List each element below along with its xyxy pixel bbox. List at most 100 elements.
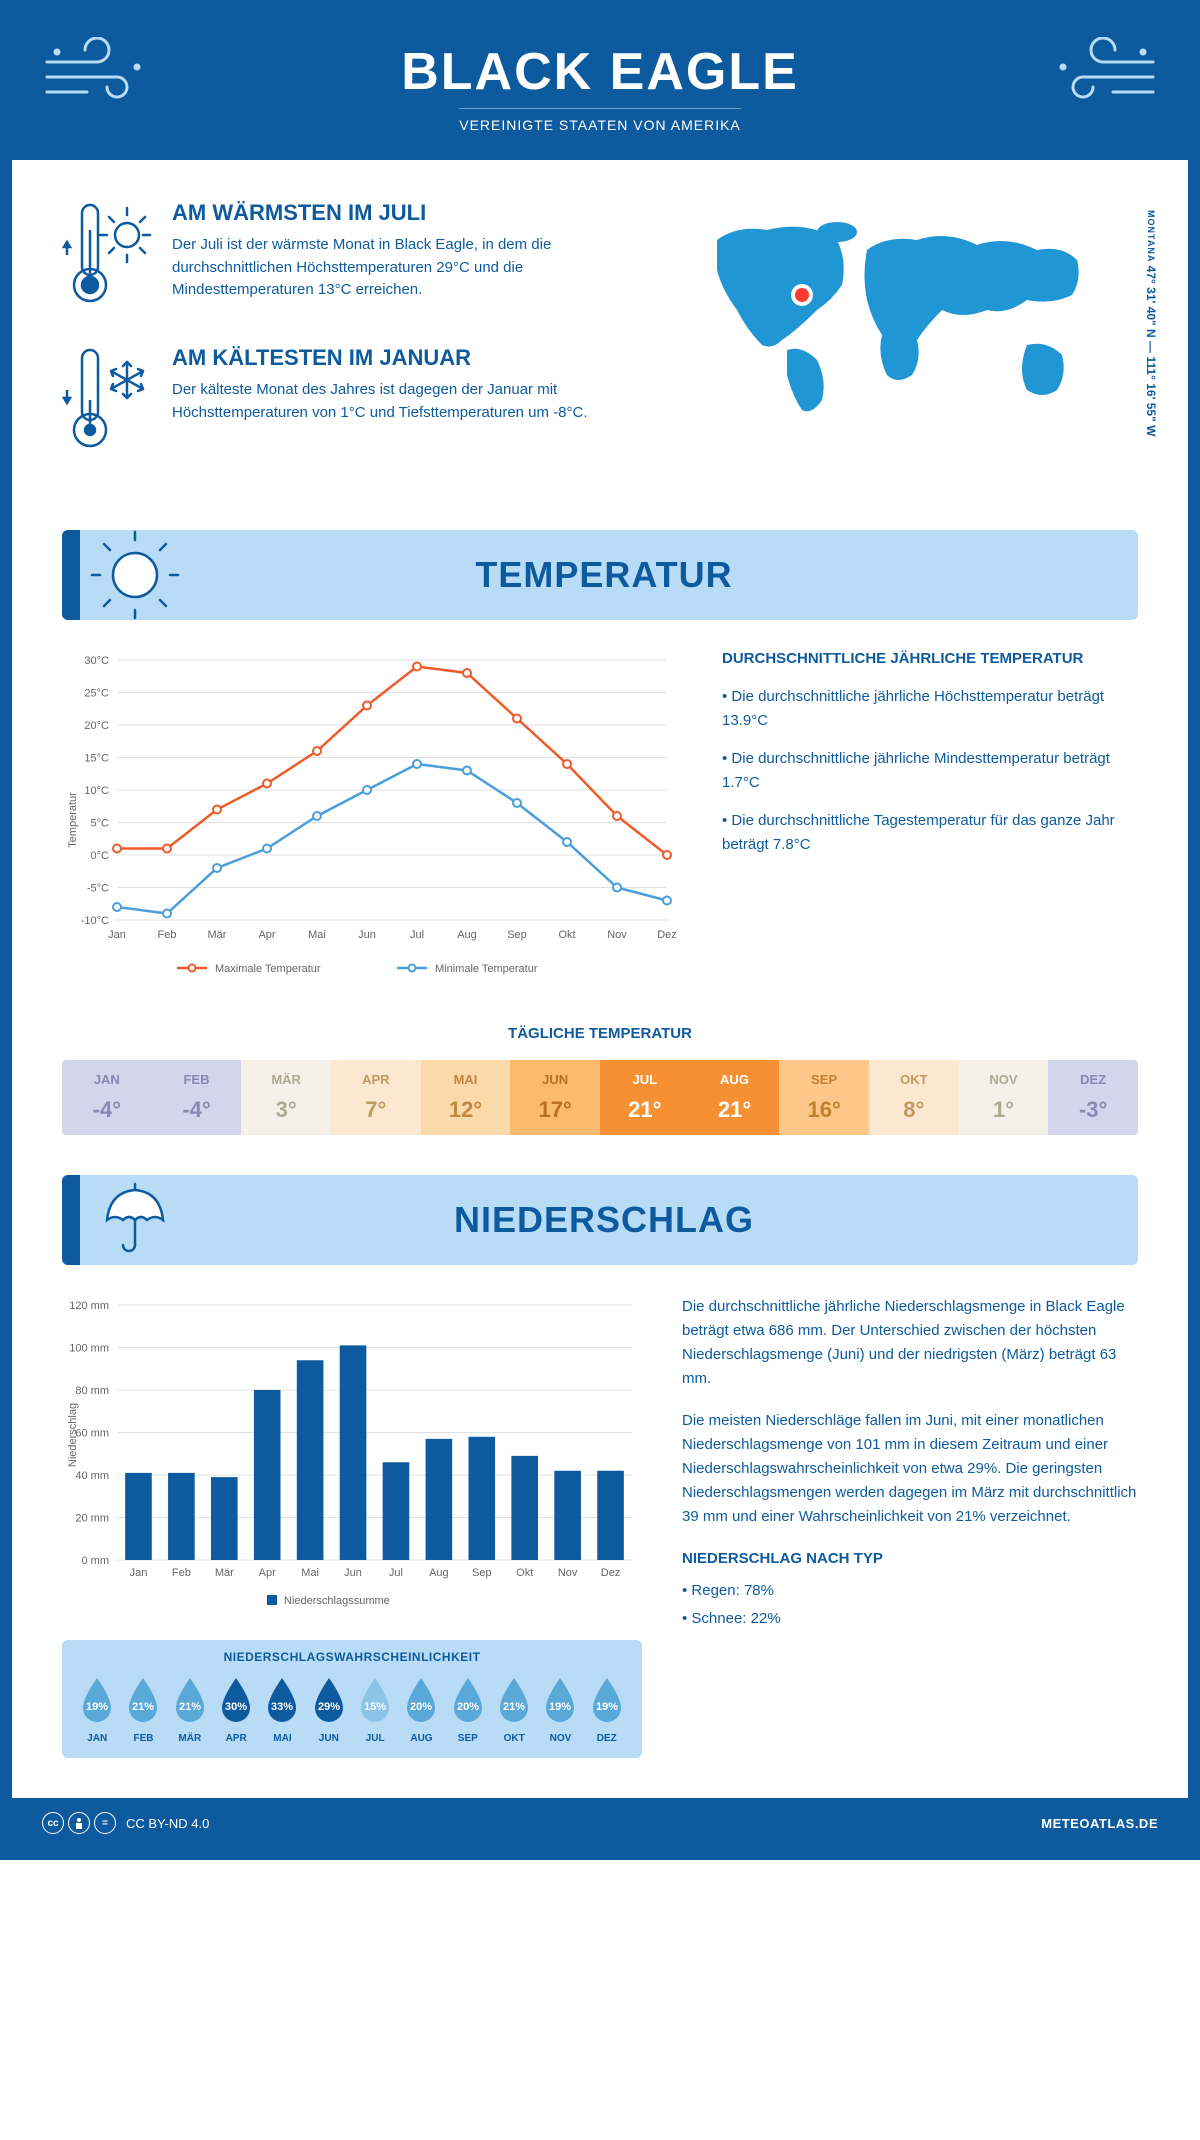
probability-drops: 19%JAN21%FEB21%MÄR30%APR33%MAI29%JUN15%J… <box>76 1674 628 1744</box>
temp-cell: JAN-4° <box>62 1060 152 1135</box>
svg-text:Jan: Jan <box>130 1567 148 1579</box>
temperature-line-chart: -10°C-5°C0°C5°C10°C15°C20°C25°C30°CTempe… <box>62 650 682 990</box>
svg-text:15°C: 15°C <box>84 753 109 765</box>
probability-drop: 21%OKT <box>493 1674 535 1744</box>
svg-text:10°C: 10°C <box>84 785 109 797</box>
precip-type-line: • Schnee: 22% <box>682 1607 1138 1631</box>
svg-text:Mai: Mai <box>301 1567 319 1579</box>
temp-info-line: • Die durchschnittliche jährliche Mindes… <box>722 747 1138 795</box>
license-text: CC BY-ND 4.0 <box>126 1816 209 1831</box>
sun-icon <box>80 530 190 620</box>
precipitation-body: 0 mm20 mm40 mm60 mm80 mm100 mm120 mmNied… <box>62 1295 1138 1758</box>
svg-text:-5°C: -5°C <box>87 883 109 895</box>
svg-text:Nov: Nov <box>607 929 627 941</box>
svg-text:40 mm: 40 mm <box>75 1470 109 1482</box>
temp-cell: OKT8° <box>869 1060 959 1135</box>
svg-text:Maximale Temperatur: Maximale Temperatur <box>215 963 321 975</box>
cc-icon: cc <box>42 1812 64 1834</box>
thermometer-hot-icon <box>62 200 152 315</box>
svg-text:100 mm: 100 mm <box>69 1343 109 1355</box>
probability-drop: 21%MÄR <box>169 1674 211 1744</box>
warmest-title: AM WÄRMSTEN IM JULI <box>172 200 627 226</box>
svg-text:Mär: Mär <box>208 929 227 941</box>
page-title: BLACK EAGLE <box>32 42 1168 102</box>
probability-drop: 21%FEB <box>122 1674 164 1744</box>
coords-value: 47° 31' 40" N — 111° 16' 55" W <box>1144 266 1158 437</box>
svg-text:Aug: Aug <box>457 929 477 941</box>
temp-cell: SEP16° <box>779 1060 869 1135</box>
intro-left: AM WÄRMSTEN IM JULI Der Juli ist der wär… <box>62 200 627 490</box>
page-frame: BLACK EAGLE VEREINIGTE STAATEN VON AMERI… <box>0 0 1200 1860</box>
warmest-block: AM WÄRMSTEN IM JULI Der Juli ist der wär… <box>62 200 627 315</box>
svg-text:19%: 19% <box>86 1701 108 1713</box>
content-area: AM WÄRMSTEN IM JULI Der Juli ist der wär… <box>12 160 1188 1798</box>
svg-text:80 mm: 80 mm <box>75 1385 109 1397</box>
svg-text:Mai: Mai <box>308 929 326 941</box>
svg-text:30%: 30% <box>225 1701 247 1713</box>
precipitation-bar-chart: 0 mm20 mm40 mm60 mm80 mm100 mm120 mmNied… <box>62 1295 642 1615</box>
svg-text:Feb: Feb <box>172 1567 191 1579</box>
daily-temp-grid: JAN-4°FEB-4°MÄR3°APR7°MAI12°JUN17°JUL21°… <box>62 1060 1138 1135</box>
probability-drop: 19%DEZ <box>586 1674 628 1744</box>
daily-temp-title: TÄGLICHE TEMPERATUR <box>62 1025 1138 1042</box>
svg-text:Jul: Jul <box>410 929 424 941</box>
cc-icons: cc = <box>42 1812 116 1834</box>
temperature-body: -10°C-5°C0°C5°C10°C15°C20°C25°C30°CTempe… <box>62 650 1138 995</box>
precipitation-title: NIEDERSCHLAG <box>190 1199 1138 1241</box>
svg-text:Sep: Sep <box>507 929 527 941</box>
temp-cell: MAI12° <box>421 1060 511 1135</box>
probability-drop: 20%SEP <box>447 1674 489 1744</box>
temp-cell: JUN17° <box>510 1060 600 1135</box>
svg-text:120 mm: 120 mm <box>69 1300 109 1312</box>
precip-text-2: Die meisten Niederschläge fallen im Juni… <box>682 1409 1138 1529</box>
temperature-section-header: TEMPERATUR <box>62 530 1138 620</box>
state-label: MONTANA <box>1146 210 1156 262</box>
probability-drop: 15%JUL <box>354 1674 396 1744</box>
coldest-text: Der kälteste Monat des Jahres ist dagege… <box>172 379 627 424</box>
svg-text:20°C: 20°C <box>84 720 109 732</box>
temp-info-title: DURCHSCHNITTLICHE JÄHRLICHE TEMPERATUR <box>722 650 1138 667</box>
svg-text:5°C: 5°C <box>91 818 110 830</box>
daily-temp-section: TÄGLICHE TEMPERATUR JAN-4°FEB-4°MÄR3°APR… <box>62 1025 1138 1135</box>
svg-text:Jun: Jun <box>358 929 376 941</box>
svg-text:15%: 15% <box>364 1701 386 1713</box>
svg-text:Nov: Nov <box>558 1567 578 1579</box>
svg-text:Aug: Aug <box>429 1567 449 1579</box>
precip-text-1: Die durchschnittliche jährliche Niedersc… <box>682 1295 1138 1391</box>
by-icon <box>68 1812 90 1834</box>
probability-drop: 30%APR <box>215 1674 257 1744</box>
site-name: METEOATLAS.DE <box>1041 1816 1158 1831</box>
svg-text:Apr: Apr <box>258 929 275 941</box>
svg-text:Niederschlagssumme: Niederschlagssumme <box>284 1595 390 1607</box>
probability-title: NIEDERSCHLAGSWAHRSCHEINLICHKEIT <box>76 1650 628 1664</box>
svg-text:Apr: Apr <box>259 1567 276 1579</box>
svg-text:Minimale Temperatur: Minimale Temperatur <box>435 963 538 975</box>
svg-text:Temperatur: Temperatur <box>67 792 79 848</box>
svg-text:19%: 19% <box>596 1701 618 1713</box>
probability-drop: 19%JAN <box>76 1674 118 1744</box>
umbrella-icon <box>80 1180 190 1260</box>
location-marker-icon <box>793 286 811 304</box>
svg-text:Niederschlag: Niederschlag <box>67 1403 79 1467</box>
temperature-info: DURCHSCHNITTLICHE JÄHRLICHE TEMPERATUR •… <box>722 650 1138 995</box>
svg-text:Feb: Feb <box>158 929 177 941</box>
svg-text:Jul: Jul <box>389 1567 403 1579</box>
intro-right: MONTANA 47° 31' 40" N — 111° 16' 55" W <box>667 200 1138 490</box>
precip-left: 0 mm20 mm40 mm60 mm80 mm100 mm120 mmNied… <box>62 1295 642 1758</box>
page-subtitle: VEREINIGTE STAATEN VON AMERIKA <box>459 108 741 133</box>
nd-icon: = <box>94 1812 116 1834</box>
temp-cell: APR7° <box>331 1060 421 1135</box>
temp-cell: FEB-4° <box>152 1060 242 1135</box>
probability-drop: 20%AUG <box>400 1674 442 1744</box>
svg-text:Dez: Dez <box>601 1567 621 1579</box>
svg-text:21%: 21% <box>132 1701 154 1713</box>
probability-drop: 29%JUN <box>308 1674 350 1744</box>
coldest-block: AM KÄLTESTEN IM JANUAR Der kälteste Mona… <box>62 345 627 460</box>
svg-text:Jan: Jan <box>108 929 126 941</box>
svg-text:Dez: Dez <box>657 929 677 941</box>
svg-text:20 mm: 20 mm <box>75 1513 109 1525</box>
temp-cell: DEZ-3° <box>1048 1060 1138 1135</box>
svg-text:20%: 20% <box>410 1701 432 1713</box>
warmest-text: Der Juli ist der wärmste Monat in Black … <box>172 234 627 302</box>
wind-icon-left <box>42 37 152 112</box>
